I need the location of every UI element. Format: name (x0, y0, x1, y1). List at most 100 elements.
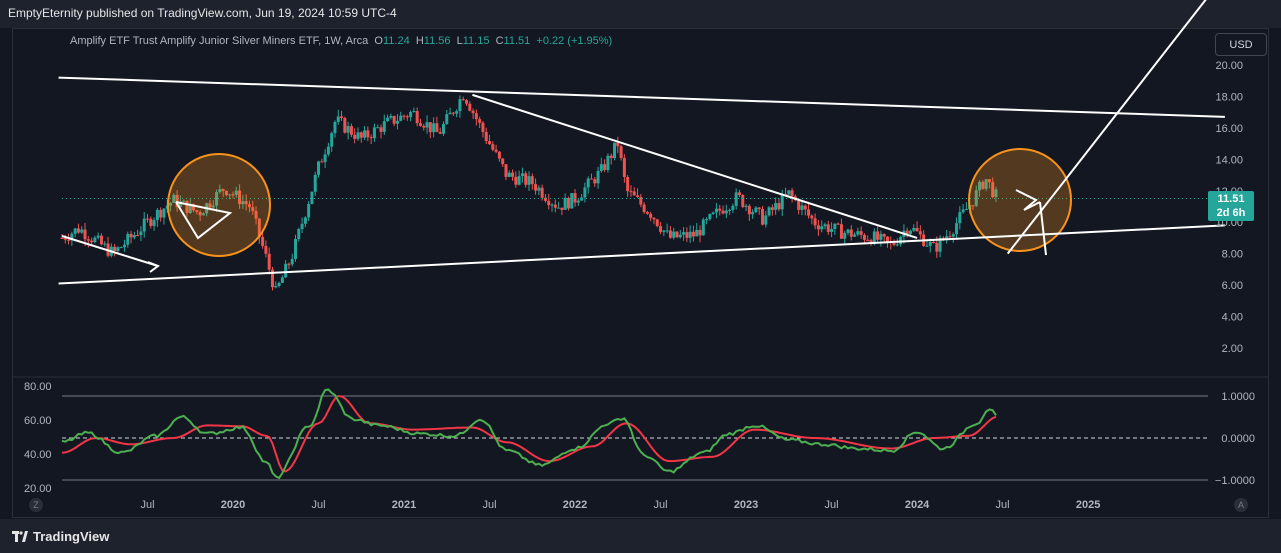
candle-body (122, 244, 126, 248)
candle-body (90, 240, 94, 243)
candle-body (905, 230, 909, 234)
candle-body (395, 120, 399, 124)
candle-body (820, 226, 824, 230)
candle-body (846, 229, 850, 233)
low-label: L (456, 35, 463, 47)
candle-body (96, 235, 100, 238)
candle-body (662, 230, 666, 232)
last-price-tag: 11.51 2d 6h (1208, 191, 1254, 221)
candle-body (136, 235, 140, 237)
candle-body (366, 130, 370, 138)
candle-body (208, 203, 212, 208)
candle-body (218, 189, 222, 192)
open-value: 11.24 (382, 35, 410, 47)
time-tick-label: Jul (311, 499, 325, 511)
candle-body (685, 232, 689, 238)
candle-body (754, 207, 758, 213)
candle-body (797, 200, 801, 210)
candle-body (323, 154, 327, 163)
candle-body (284, 263, 288, 278)
candle-body (412, 111, 416, 113)
candle-body (507, 172, 511, 177)
time-tick-label: Jul (140, 499, 154, 511)
footer-bar (0, 519, 1281, 553)
candle-body (425, 122, 429, 128)
candle-body (626, 177, 630, 192)
candle-body (422, 125, 426, 128)
high-label: H (415, 35, 424, 47)
candle-body (376, 127, 380, 129)
candle-body (386, 117, 390, 122)
candle-body (277, 282, 281, 287)
osc-left-tick: 20.00 (24, 483, 52, 495)
candle-body (60, 237, 64, 239)
chart-panel[interactable] (12, 28, 1269, 518)
drawings[interactable] (58, 0, 1229, 285)
candle-body (728, 209, 732, 211)
time-tick-label: 2022 (563, 499, 587, 511)
publisher-info: EmptyEternity published on TradingView.c… (8, 6, 397, 20)
candle-body (543, 197, 547, 201)
time-tick-label: 2021 (392, 499, 416, 511)
candle-body (155, 209, 159, 221)
candle-body (737, 192, 741, 196)
candle-body (129, 233, 133, 238)
candle-body (800, 205, 804, 210)
candle-body (853, 234, 857, 237)
candle-body (313, 174, 317, 192)
candle-body (632, 191, 636, 196)
candle-body (708, 214, 712, 220)
candle-body (270, 269, 274, 288)
tradingview-brand[interactable]: TradingView (12, 529, 109, 544)
osc-series-fast (61, 388, 997, 480)
candle-body (629, 191, 633, 193)
candle-body (379, 127, 383, 132)
candle-body (560, 207, 564, 210)
candle-body (340, 116, 344, 119)
candle-body (198, 211, 202, 216)
candle-body (363, 130, 367, 138)
candle-body (369, 137, 373, 139)
candle-body (639, 196, 643, 205)
candle-body (721, 210, 725, 214)
price-tick-label: 8.00 (1222, 249, 1243, 261)
candle-body (984, 179, 988, 189)
candle-body (488, 141, 492, 145)
candle-body (596, 170, 600, 184)
candle-body (254, 210, 258, 219)
axes: 20.0018.0016.0014.0012.0010.008.006.004.… (140, 60, 1243, 511)
candle-body (402, 115, 406, 117)
candle-body (583, 187, 587, 198)
candle-body (951, 234, 955, 237)
candle-body (297, 229, 301, 240)
candle-body (257, 218, 261, 237)
candle-body (718, 208, 722, 211)
candle-body (474, 113, 478, 120)
auto-scale-button[interactable]: A (1234, 498, 1248, 512)
candle-body (445, 114, 449, 124)
candle-body (741, 195, 745, 207)
candle-body (159, 209, 163, 218)
zoom-button[interactable]: Z (29, 498, 43, 512)
currency-button[interactable]: USD (1215, 33, 1267, 56)
candle-body (925, 245, 929, 247)
candle-body (484, 132, 488, 142)
candle-body (497, 151, 501, 159)
candle-body (517, 176, 521, 185)
candle-body (418, 123, 422, 126)
candle-body (537, 187, 541, 191)
candle-body (432, 123, 436, 133)
candle-body (964, 209, 968, 211)
candle-body (652, 217, 656, 220)
candle-body (267, 253, 271, 270)
oscillator: 80.00 60.00 40.00 20.00 1.0000 0.0000 −1.0000 (24, 381, 1255, 495)
candle-body (290, 258, 294, 265)
candle-body (178, 201, 182, 208)
low-value: 11.15 (462, 35, 490, 47)
candle-body (264, 245, 268, 254)
flag-pattern (1015, 189, 1041, 211)
candle-body (609, 155, 613, 159)
candle-body (938, 237, 942, 252)
candle-body (326, 146, 330, 155)
